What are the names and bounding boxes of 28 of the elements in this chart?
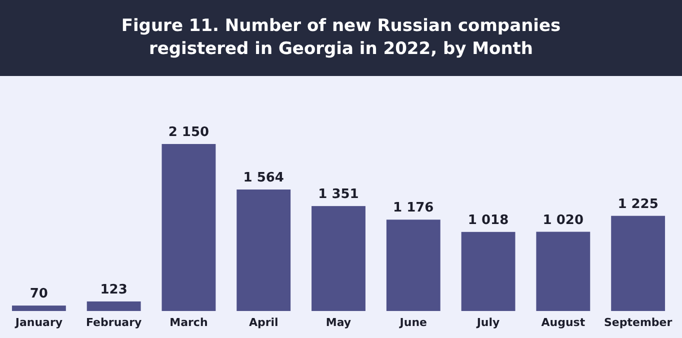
x-tick-label: February <box>86 316 142 330</box>
chart-title: Figure 11. Number of new Russian companies registered in Georgia in 2022, by Month <box>121 15 561 61</box>
x-tick-label: July <box>476 316 500 330</box>
data-label: 1 564 <box>243 170 284 186</box>
bar <box>236 190 291 311</box>
data-label: 1 351 <box>318 187 359 202</box>
x-tick-label: September <box>604 316 673 330</box>
bar <box>536 232 590 311</box>
bar <box>386 220 440 311</box>
x-tick-label: April <box>248 316 278 330</box>
x-tick-label: January <box>14 316 63 330</box>
data-label: 2 150 <box>168 125 210 140</box>
x-tick-label: August <box>541 316 586 330</box>
x-tick-label: June <box>398 316 427 330</box>
bar <box>162 144 216 311</box>
x-tick-label: March <box>170 316 208 330</box>
data-label: 1 225 <box>618 196 658 212</box>
data-label: 123 <box>100 282 128 298</box>
data-label: 70 <box>30 286 48 302</box>
bar <box>461 232 516 311</box>
data-label: 1 176 <box>393 200 434 216</box>
bar <box>86 301 141 311</box>
bar <box>312 206 366 311</box>
bar <box>611 216 666 311</box>
x-tick-label: May <box>326 316 352 330</box>
bar <box>12 306 66 311</box>
data-label: 1 020 <box>542 212 584 228</box>
data-label: 1 018 <box>468 212 509 228</box>
